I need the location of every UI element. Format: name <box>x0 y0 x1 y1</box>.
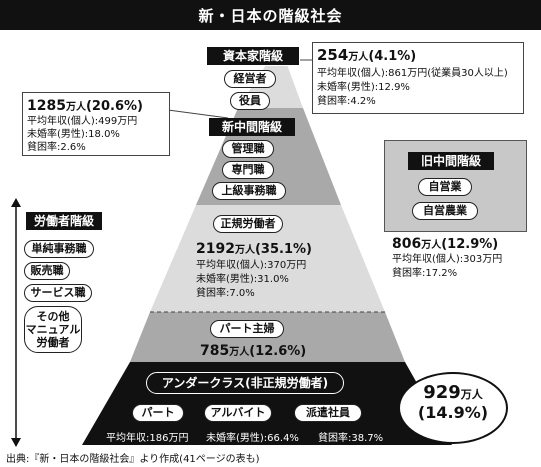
role-executive: 経営者 <box>224 70 276 88</box>
role-self-employed: 自営業 <box>418 178 472 196</box>
new-middle-percent: (20.6%) <box>85 99 143 114</box>
old-middle-percent: (12.9%) <box>441 237 499 252</box>
role-officer: 役員 <box>230 92 270 110</box>
underclass-unit: 万人 <box>460 388 483 401</box>
figure-title: 新・日本の階級社会 <box>0 0 541 30</box>
part-time-population-line: 785万人(12.6%) <box>200 340 306 359</box>
regular-workers-unit: 万人 <box>234 245 255 256</box>
old-middle-stat-poverty: 貧困率:17.2% <box>392 268 458 279</box>
regular-workers-population: 2192 <box>196 241 235 257</box>
old-middle-class-header: 旧中間階級 <box>408 152 494 170</box>
regular-workers-label: 正規労働者 <box>213 215 283 233</box>
capitalist-unit: 万人 <box>348 52 369 63</box>
part-time-unit: 万人 <box>229 347 250 358</box>
new-middle-stat-unmarried: 未婚率(男性):18.0% <box>27 129 120 140</box>
new-middle-stat-poverty: 貧困率:2.6% <box>27 142 86 153</box>
role-sales: 販売職 <box>24 262 70 280</box>
capitalist-stats-box: 254万人(4.1%) 平均年収(個人):861万円(従業員30人以上) 未婚率… <box>312 42 524 114</box>
capitalist-stat-unmarried: 未婚率(男性):12.9% <box>317 82 410 93</box>
role-simple-clerical: 単純事務職 <box>24 240 94 258</box>
role-self-employed-farmer: 自営農業 <box>412 202 478 220</box>
part-time-percent: (12.6%) <box>249 344 307 359</box>
old-middle-stat-income: 平均年収(個人):303万円 <box>392 254 503 265</box>
pyramid-tier-underclass <box>82 362 452 445</box>
underclass-stat-unmarried: 未婚率(男性):66.4% <box>206 433 299 444</box>
part-time-housewives-label: パート主婦 <box>210 320 284 338</box>
new-middle-unit: 万人 <box>65 102 86 113</box>
underclass-population-bubble: 929万人 (14.9%) <box>398 372 508 444</box>
regular-workers-stat-poverty: 貧困率:7.0% <box>196 288 255 299</box>
underclass-stat-income: 平均年収:186万円 <box>106 433 189 444</box>
working-class-header: 労働者階級 <box>26 212 102 230</box>
new-middle-class-header: 新中間階級 <box>209 118 295 136</box>
underclass-percent: (14.9%) <box>417 403 489 422</box>
capitalist-class-header: 資本家階級 <box>206 46 300 66</box>
bracket-arrow-bottom <box>11 438 21 447</box>
role-professional: 専門職 <box>222 161 274 179</box>
role-dispatch: 派遣社員 <box>294 404 362 422</box>
regular-workers-stat-unmarried: 未婚率(男性):31.0% <box>196 274 289 285</box>
underclass-stat-poverty: 貧困率:38.7% <box>318 433 384 444</box>
new-middle-stats-box: 1285万人(20.6%) 平均年収(個人):499万円 未婚率(男性):18.… <box>22 92 170 156</box>
underclass-population: 929 <box>423 382 461 403</box>
regular-workers-population-line: 2192万人(35.1%) <box>196 238 312 257</box>
role-manual-labor: その他 マニュアル 労働者 <box>24 306 82 353</box>
capitalist-stat-income: 平均年収(個人):861万円(従業員30人以上) <box>317 68 508 79</box>
role-service: サービス職 <box>24 284 92 302</box>
old-middle-population-line: 806万人(12.9%) <box>392 233 498 252</box>
bracket-arrow-top <box>11 198 21 207</box>
capitalist-population: 254 <box>317 46 349 64</box>
old-middle-population: 806 <box>392 236 422 252</box>
underclass-header: アンダークラス(非正規労働者) <box>146 372 344 394</box>
new-middle-population: 1285 <box>27 98 66 114</box>
source-caption: 出典:『新・日本の階級社会』より作成(41ページの表も) <box>6 454 260 465</box>
old-middle-unit: 万人 <box>421 240 442 251</box>
part-time-population: 785 <box>200 343 230 359</box>
capitalist-stat-poverty: 貧困率:4.2% <box>317 96 376 107</box>
role-arbeit: アルバイト <box>204 404 272 422</box>
regular-workers-percent: (35.1%) <box>254 242 312 257</box>
role-manager: 管理職 <box>222 140 274 158</box>
role-senior-clerical: 上級事務職 <box>212 182 286 200</box>
new-middle-stat-income: 平均年収(個人):499万円 <box>27 116 138 127</box>
pyramid-tier-regular-workers <box>150 205 385 312</box>
capitalist-percent: (4.1%) <box>368 49 417 64</box>
new-middle-callout-line <box>167 109 229 119</box>
regular-workers-stat-income: 平均年収(個人):370万円 <box>196 260 307 271</box>
role-part-time: パート <box>132 404 184 422</box>
